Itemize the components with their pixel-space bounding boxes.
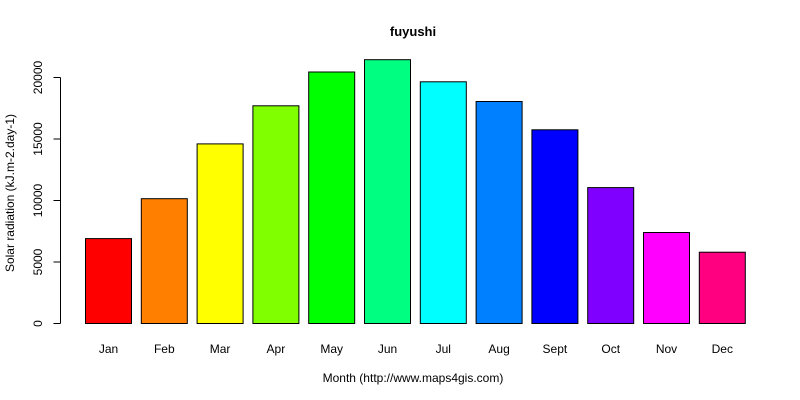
bar-nov <box>643 232 690 324</box>
y-tick-label: 15000 <box>31 122 45 156</box>
y-tick-label: 0 <box>31 320 45 327</box>
x-tick-label: Apr <box>267 342 286 356</box>
bar-apr <box>252 105 300 324</box>
x-tick-label: Aug <box>488 342 509 356</box>
bar-aug <box>475 101 523 324</box>
chart-title: fuyushi <box>390 24 436 39</box>
x-tick-label: May <box>320 342 343 356</box>
x-tick-label: Feb <box>154 342 175 356</box>
y-axis-label: Solar radiation (kJ.m-2.day-1) <box>3 114 17 272</box>
bar-may <box>308 71 356 324</box>
x-tick-label: Jul <box>436 342 451 356</box>
x-tick-label: Jan <box>99 342 118 356</box>
bar-dec <box>698 251 746 324</box>
bar-jun <box>364 59 411 324</box>
bar-sept <box>531 129 579 324</box>
y-axis: 0 5000 10000 15000 20000 <box>31 60 61 327</box>
bar-oct <box>587 187 635 324</box>
x-axis-tick-labels: Jan Feb Mar Apr May Jun Jul Aug Sept Oct Nov Dec <box>99 342 733 356</box>
bars <box>85 59 746 325</box>
bar-jan <box>85 238 132 325</box>
x-tick-label: Sept <box>543 342 568 356</box>
y-tick-label: 20000 <box>31 60 45 94</box>
x-tick-label: Oct <box>601 342 620 356</box>
x-tick-label: Nov <box>656 342 677 356</box>
y-tick-label: 10000 <box>31 183 45 217</box>
x-tick-label: Mar <box>210 342 231 356</box>
x-tick-label: Dec <box>712 342 733 356</box>
y-tick-label: 5000 <box>31 248 45 275</box>
x-tick-label: Jun <box>378 342 397 356</box>
bar-jul <box>419 81 467 324</box>
x-axis-label: Month (http://www.maps4gis.com) <box>323 371 504 385</box>
bar-mar <box>196 143 244 324</box>
bar-feb <box>140 198 188 324</box>
